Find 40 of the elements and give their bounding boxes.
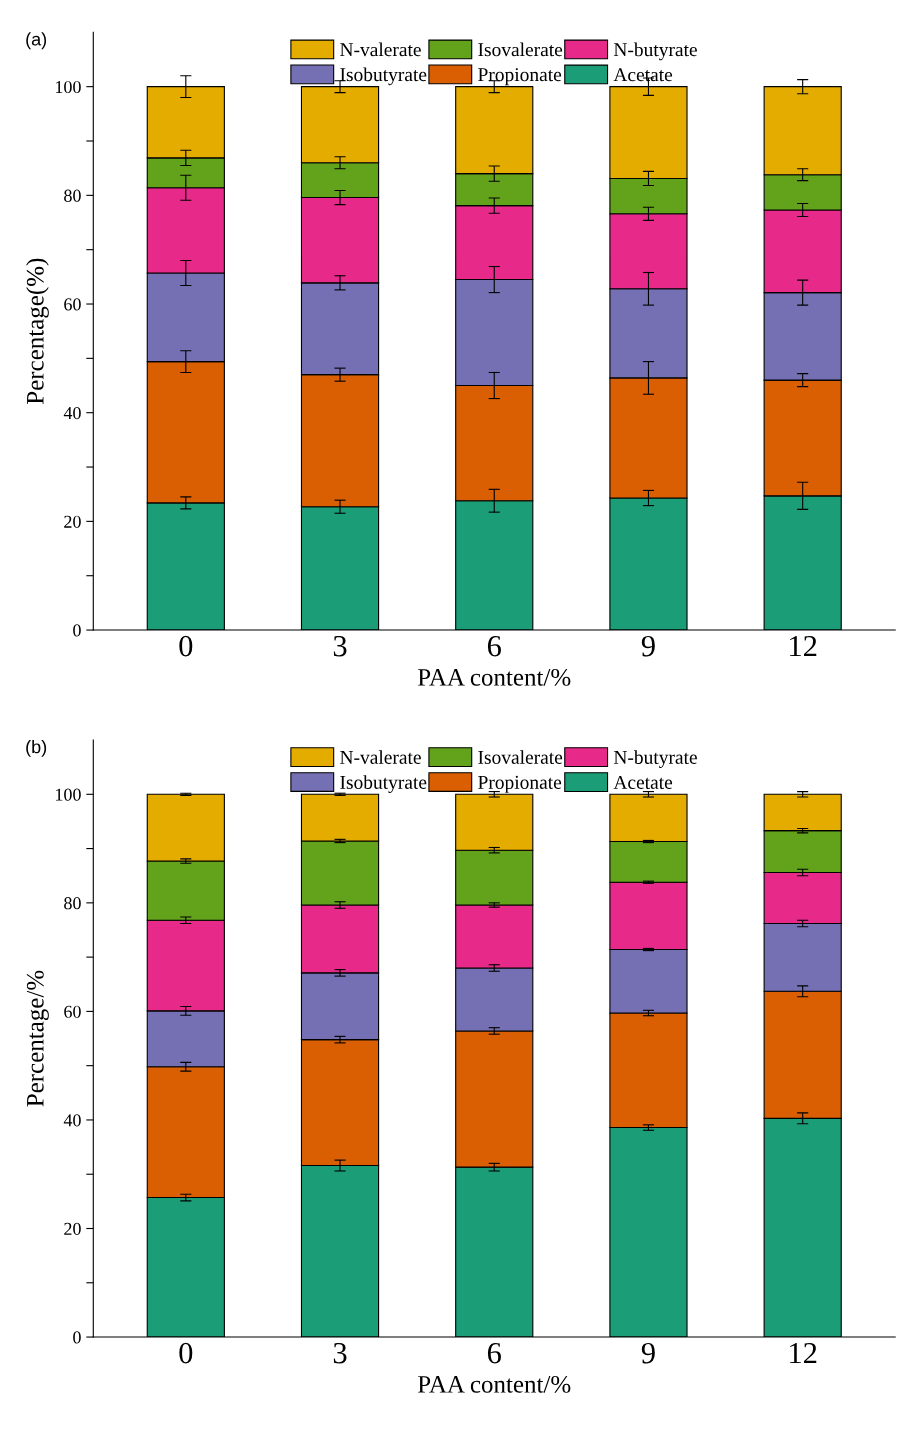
- legend-label: N-butyrate: [613, 750, 697, 768]
- legend-label: Propionate: [478, 68, 562, 86]
- legend-label: Isovalerate: [478, 42, 563, 57]
- y-tick-label: 100: [55, 788, 81, 801]
- x-tick-label: 0: [179, 635, 193, 657]
- text: (b): [26, 740, 47, 757]
- x-tick-label: 3: [333, 1342, 347, 1364]
- y-tick-label: 40: [63, 406, 81, 420]
- x-tick-label: 9: [641, 635, 655, 657]
- y-tick-label: 100: [55, 80, 81, 94]
- text: (a): [26, 32, 47, 50]
- legend-label: N-butyrate: [613, 42, 697, 61]
- x-axis-title: PAA content/%: [417, 1375, 571, 1393]
- x-tick-label: 6: [487, 1342, 501, 1364]
- y-axis-title: Percentage(%): [26, 258, 49, 405]
- y-tick-label: 0: [73, 624, 81, 637]
- legend-label: N-valerate: [340, 750, 421, 764]
- x-tick-label: 12: [790, 635, 817, 657]
- legend-label: Acetate: [613, 775, 673, 789]
- x-tick-label: 3: [333, 635, 347, 657]
- y-tick-label: 60: [64, 1005, 81, 1018]
- legend-label: Propionate: [478, 775, 562, 793]
- legend-label: Isovalerate: [478, 750, 563, 764]
- x-axis-title: PAA content/%: [417, 668, 571, 686]
- y-tick-label: 20: [64, 515, 81, 528]
- y-axis-title: Percentage/%: [26, 970, 49, 1107]
- legend-label: Acetate: [613, 68, 673, 82]
- y-tick-label: 80: [64, 897, 81, 910]
- legend-label: Isobutyrate: [340, 775, 427, 793]
- legend-label: Isobutyrate: [340, 67, 427, 86]
- x-tick-label: 6: [487, 635, 501, 657]
- y-tick-label: 0: [73, 1331, 81, 1344]
- x-tick-label: 9: [641, 1342, 655, 1364]
- y-tick-label: 20: [64, 1222, 81, 1235]
- y-tick-label: 40: [63, 1114, 81, 1127]
- legend-label: N-valerate: [340, 42, 421, 57]
- x-tick-label: 0: [179, 1342, 193, 1364]
- y-tick-label: 60: [64, 298, 81, 311]
- x-tick-label: 12: [790, 1342, 817, 1364]
- y-tick-label: 80: [64, 189, 81, 202]
